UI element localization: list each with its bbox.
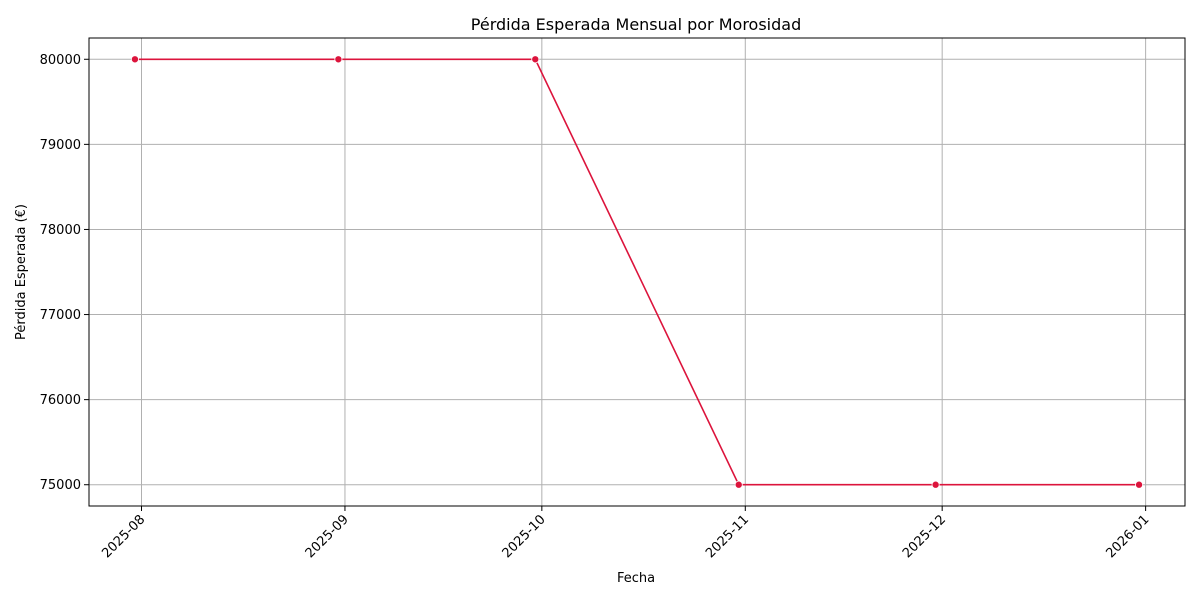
x-tick-label: 2025-08 bbox=[99, 512, 148, 561]
x-axis: 2025-08 2025-09 2025-10 2025-11 2025-12 2026-… bbox=[99, 506, 1152, 561]
y-axis-label: Pérdida Esperada (€) bbox=[14, 204, 29, 340]
x-tick-label: 2026-01 bbox=[1103, 512, 1152, 561]
series-layer bbox=[130, 55, 1144, 489]
x-axis-label: Fecha bbox=[617, 571, 655, 586]
y-tick-label: 80000 bbox=[40, 53, 81, 68]
y-tick-label: 77000 bbox=[40, 308, 81, 323]
data-point bbox=[334, 55, 343, 64]
x-tick-label: 2025-11 bbox=[703, 512, 752, 561]
x-tick-label: 2025-10 bbox=[500, 512, 549, 561]
data-point bbox=[931, 480, 940, 489]
data-point bbox=[734, 480, 743, 489]
data-point bbox=[531, 55, 540, 64]
x-tick-label: 2025-09 bbox=[303, 512, 352, 561]
y-axis: 75000 76000 77000 78000 79000 80000 bbox=[40, 53, 89, 493]
plot-frame bbox=[88, 37, 1186, 507]
x-tick-label: 2025-12 bbox=[900, 512, 949, 561]
chart-title: Pérdida Esperada Mensual por Morosidad bbox=[471, 15, 801, 34]
data-point bbox=[1135, 480, 1144, 489]
data-point bbox=[130, 55, 139, 64]
y-tick-label: 76000 bbox=[40, 393, 81, 408]
y-tick-label: 79000 bbox=[40, 138, 81, 153]
y-tick-label: 78000 bbox=[40, 223, 81, 238]
y-tick-label: 75000 bbox=[40, 478, 81, 493]
series-line bbox=[134, 58, 1140, 486]
